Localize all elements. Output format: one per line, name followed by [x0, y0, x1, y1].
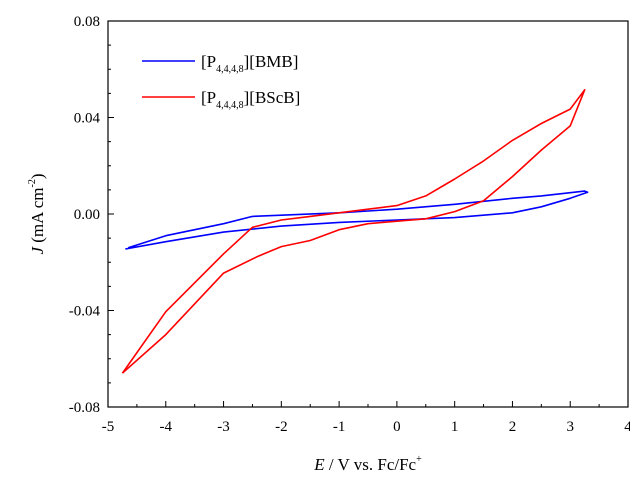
x-tick-label: 2: [509, 419, 517, 435]
y-tick-label: 0.04: [74, 111, 101, 127]
plot-frame: [107, 20, 629, 408]
x-tick-label: 4: [624, 419, 630, 435]
x-tick-label: 0: [393, 419, 401, 435]
x-tick-label: -1: [333, 419, 346, 435]
x-tick-label: 3: [566, 419, 574, 435]
y-tick-label: -0.08: [69, 400, 100, 416]
series-layer: [121, 89, 589, 374]
legend-label-bmb: [P4,4,4,8][BMB]: [201, 52, 298, 75]
y-axis-title: J (mA cm-2): [27, 173, 47, 254]
axis-tick-labels: -5 -4 -3 -2 -1 0 1 2 3 4 -0.08 -0.04 0.00 0.04 0.08: [69, 14, 630, 435]
x-tick-label: -3: [217, 419, 230, 435]
series-line-bmb: [125, 190, 589, 250]
y-tick-label: 0.00: [74, 207, 100, 223]
legend-label-bscb: [P4,4,4,8][BScB]: [201, 88, 300, 111]
legend: [P4,4,4,8][BMB] [P4,4,4,8][BScB]: [142, 52, 300, 111]
axis-ticks: [107, 20, 629, 408]
series-line-bscb: [121, 89, 586, 374]
x-tick-label: -4: [160, 419, 173, 435]
x-axis-title: E / V vs. Fc/Fc+: [313, 454, 422, 474]
y-tick-label: -0.04: [69, 304, 101, 320]
x-tick-label: -5: [102, 419, 115, 435]
y-tick-label: 0.08: [74, 14, 100, 30]
x-tick-label: 1: [451, 419, 459, 435]
x-tick-label: -2: [275, 419, 288, 435]
